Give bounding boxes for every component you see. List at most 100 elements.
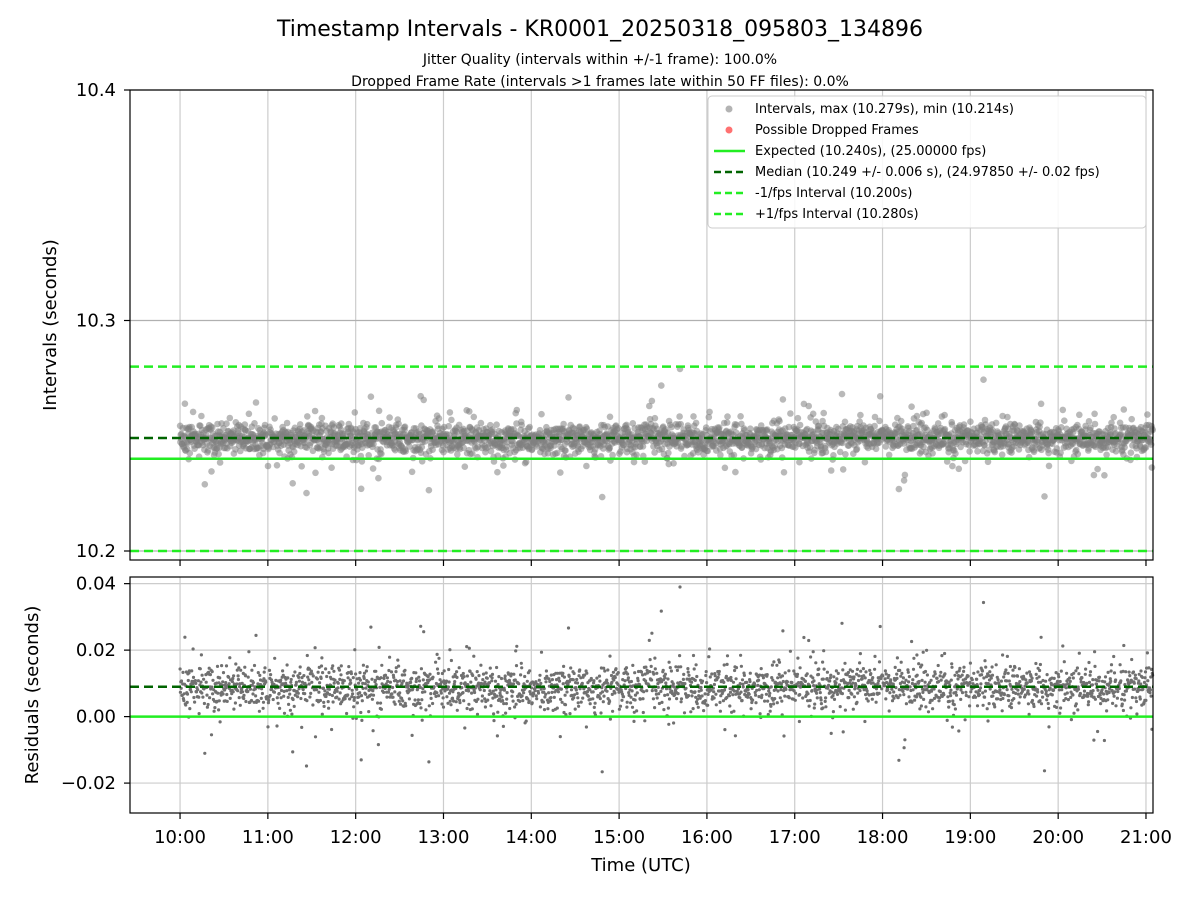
residual-point	[337, 697, 341, 701]
residual-point	[921, 690, 925, 695]
residual-point	[192, 695, 196, 700]
residual-point	[379, 707, 383, 711]
residual-point	[305, 653, 309, 658]
residual-point	[812, 679, 816, 683]
residual-point	[983, 659, 987, 663]
residual-point	[739, 690, 743, 694]
interval-point	[929, 450, 936, 457]
residual-point	[757, 678, 761, 682]
residual-point	[962, 669, 966, 674]
residual-point	[749, 707, 753, 711]
residual-point	[297, 675, 301, 680]
interval-point	[536, 426, 544, 434]
interval-point	[477, 419, 485, 427]
residual-point	[352, 705, 356, 709]
residual-point	[983, 695, 987, 699]
residual-point	[288, 708, 292, 712]
residual-point	[548, 679, 552, 684]
interval-point	[1120, 406, 1128, 413]
interval-point	[677, 420, 684, 428]
residual-point	[569, 666, 573, 670]
residual-point	[913, 682, 918, 686]
residual-point	[1038, 662, 1042, 667]
residual-point	[199, 653, 203, 657]
residual-point	[559, 687, 564, 691]
residual-point	[693, 690, 697, 694]
residual-point	[495, 665, 499, 670]
residual-point	[661, 668, 665, 672]
residual-point	[827, 683, 831, 687]
residual-point	[558, 735, 562, 739]
residual-point	[327, 687, 331, 691]
residual-point	[959, 697, 963, 702]
residual-point	[897, 758, 901, 762]
residual-point	[210, 670, 214, 674]
legend-intervals-marker	[725, 105, 733, 113]
residual-point	[814, 661, 818, 665]
residual-point	[419, 667, 423, 671]
interval-point	[455, 421, 463, 429]
residual-point	[863, 676, 867, 680]
residual-point	[1027, 670, 1032, 674]
residual-point	[843, 708, 848, 712]
residual-point	[289, 677, 293, 682]
residual-point	[358, 678, 362, 682]
interval-point	[1041, 493, 1048, 500]
residual-point	[196, 688, 200, 692]
interval-point	[500, 462, 507, 469]
residual-point	[892, 696, 896, 700]
residual-point	[410, 676, 414, 681]
residual-point	[513, 705, 517, 709]
top-y-tick-label-0: 10.4	[76, 80, 116, 101]
residual-point	[993, 705, 997, 709]
residual-point	[445, 695, 449, 699]
residual-point	[974, 695, 978, 699]
residual-point	[462, 699, 466, 703]
residual-point	[731, 693, 735, 697]
residual-point	[793, 698, 797, 702]
residual-point	[592, 705, 596, 710]
residual-point	[439, 691, 443, 695]
residual-point	[573, 707, 577, 711]
residual-point	[572, 696, 576, 700]
interval-point	[448, 416, 455, 424]
residual-point	[881, 674, 885, 678]
residual-point	[324, 667, 328, 671]
interval-point	[747, 425, 754, 433]
residual-point	[922, 697, 926, 702]
residual-point	[776, 689, 780, 693]
interval-point	[283, 419, 291, 427]
residual-point	[768, 691, 772, 695]
residual-point	[475, 670, 479, 674]
residual-point	[213, 706, 217, 710]
residual-point	[975, 677, 979, 681]
residual-point	[287, 702, 291, 707]
residual-point	[648, 658, 652, 662]
residual-point	[414, 671, 418, 675]
residual-point	[771, 678, 775, 682]
interval-point	[721, 464, 729, 472]
residual-point	[895, 672, 899, 676]
residual-point	[489, 704, 493, 708]
residual-point	[473, 690, 477, 695]
residual-point	[271, 697, 275, 702]
residual-point	[672, 721, 676, 725]
residual-point	[717, 669, 721, 674]
interval-point	[378, 450, 385, 458]
residual-point	[943, 651, 947, 656]
residual-point	[330, 727, 334, 732]
residual-point	[920, 663, 924, 667]
residual-point	[311, 703, 315, 707]
residual-point	[297, 679, 301, 683]
top-interval-points	[176, 365, 1156, 501]
residual-point	[775, 701, 779, 705]
interval-point	[606, 445, 613, 452]
interval-point	[841, 418, 849, 426]
residual-point	[858, 689, 862, 693]
residual-point	[824, 696, 828, 700]
residual-point	[484, 671, 488, 675]
interval-point	[420, 396, 428, 404]
interval-point	[435, 415, 443, 422]
residual-point	[1012, 697, 1016, 701]
